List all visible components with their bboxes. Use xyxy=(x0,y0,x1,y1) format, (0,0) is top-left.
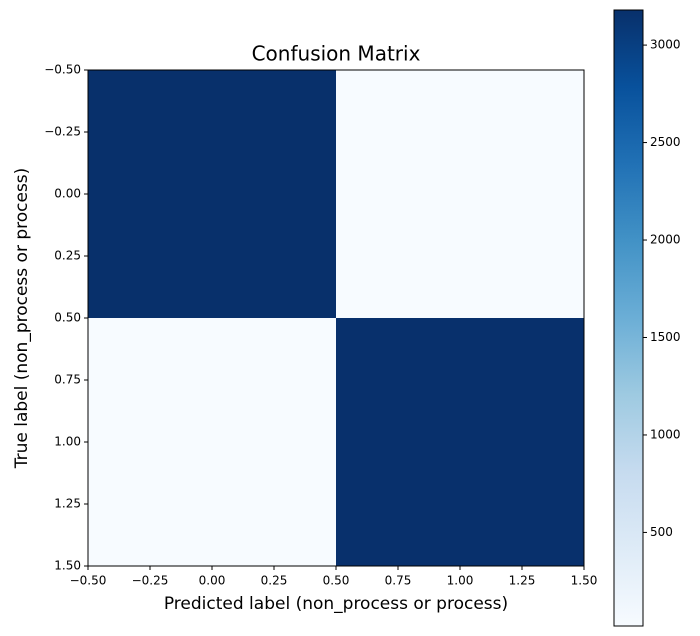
heatmap-cell xyxy=(336,70,584,318)
colorbar xyxy=(613,9,644,627)
x-tick-label: 0.25 xyxy=(261,574,288,588)
x-tick-label: 1.25 xyxy=(509,574,536,588)
colorbar-tick-label: 2000 xyxy=(650,233,681,247)
x-tick-label: 1.00 xyxy=(447,574,474,588)
y-tick-label: 0.75 xyxy=(54,373,81,387)
x-tick-label: 1.50 xyxy=(571,574,598,588)
colorbar-tick-label: 1000 xyxy=(650,427,681,441)
chart-title: Confusion Matrix xyxy=(252,42,421,66)
x-tick-label: 0.50 xyxy=(323,574,350,588)
heatmap-cell xyxy=(336,318,584,566)
y-tick-label: 0.25 xyxy=(54,249,81,263)
y-tick-label: 0.00 xyxy=(54,187,81,201)
colorbar-tick-label: 500 xyxy=(650,525,673,539)
heatmap-cell xyxy=(88,318,336,566)
heatmap-cell xyxy=(88,70,336,318)
y-tick-label: −0.25 xyxy=(44,125,81,139)
y-tick-label: −0.50 xyxy=(44,63,81,77)
colorbar-tick-label: 1500 xyxy=(650,330,681,344)
colorbar-tick-label: 2500 xyxy=(650,135,681,149)
x-tick-label: 0.75 xyxy=(385,574,412,588)
y-axis-label: True label (non_process or process) xyxy=(12,168,32,470)
x-tick-label: −0.25 xyxy=(132,574,169,588)
y-tick-label: 1.25 xyxy=(54,497,81,511)
x-axis-label: Predicted label (non_process or process) xyxy=(164,594,508,614)
y-tick-label: 1.50 xyxy=(54,559,81,573)
y-tick-label: 1.00 xyxy=(54,435,81,449)
x-tick-label: 0.00 xyxy=(199,574,226,588)
y-tick-label: 0.50 xyxy=(54,311,81,325)
x-tick-label: −0.50 xyxy=(70,574,107,588)
colorbar-tick-label: 3000 xyxy=(650,38,681,52)
